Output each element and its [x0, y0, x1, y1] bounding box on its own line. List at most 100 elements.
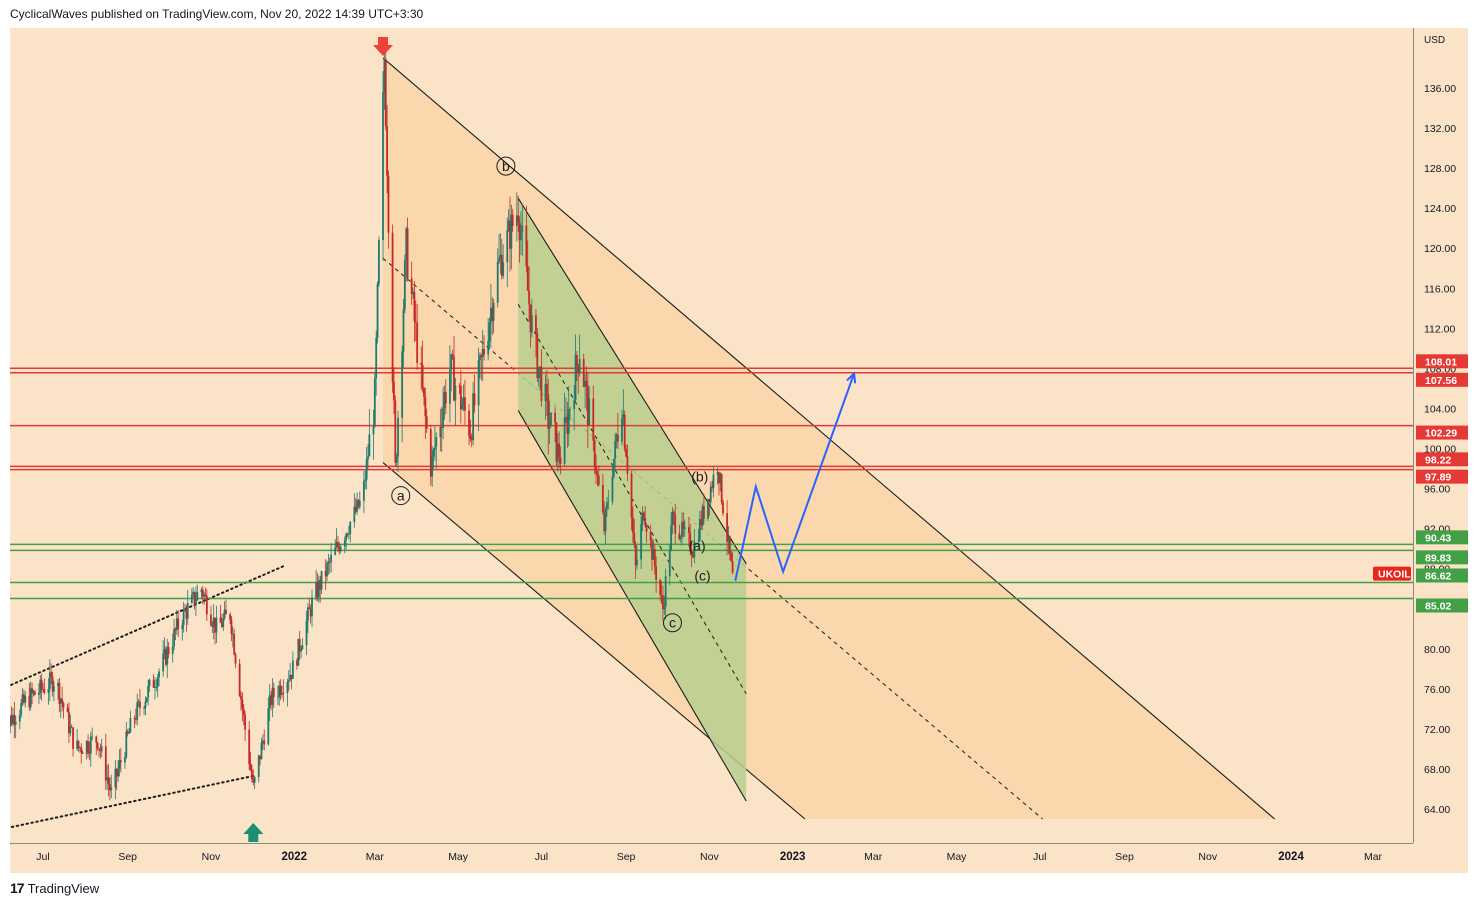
candle-body: [373, 378, 376, 427]
chart-svg[interactable]: b a c (a) (b) (c) USD 64.00 68.00 72.00 76.00 80.00…: [10, 28, 1468, 873]
candle-body: [249, 764, 252, 770]
candle-body: [429, 428, 432, 477]
candle-body: [614, 441, 617, 459]
time-tick-label: 2023: [780, 851, 806, 863]
candle-body: [215, 617, 218, 633]
price-tick-label: 120.00: [1424, 243, 1456, 255]
candle-body: [526, 266, 529, 291]
candle-body: [110, 787, 113, 791]
candle-body: [672, 511, 675, 516]
candle-body: [326, 563, 328, 577]
candle-body: [244, 714, 246, 730]
candle-body: [126, 731, 129, 734]
candle-body: [158, 671, 160, 678]
candle-body: [164, 648, 167, 665]
candle-body: [210, 614, 212, 626]
candle-body: [644, 518, 647, 526]
price-tick-label: 76.00: [1424, 684, 1450, 696]
candle-body: [577, 365, 580, 373]
level-label-badge: [1416, 469, 1468, 484]
candle-body: [469, 435, 472, 439]
candle-body: [682, 521, 685, 530]
candle-body: [592, 398, 595, 441]
time-axis-background: [10, 844, 1468, 873]
candle-body: [214, 617, 216, 633]
candle-body: [195, 600, 197, 605]
candle-body: [481, 348, 484, 358]
candle-body: [251, 769, 253, 780]
candle-body: [709, 486, 712, 503]
candle-body: [604, 509, 607, 532]
candle-body: [31, 688, 33, 694]
candle-body: [308, 607, 311, 610]
candle-body: [91, 736, 94, 738]
candle-body: [488, 322, 491, 341]
footer-brand[interactable]: TradingView: [27, 880, 100, 896]
candle-body: [353, 506, 356, 523]
candle-body: [68, 711, 70, 734]
publish-header: CyclicalWaves published on TradingView.c…: [10, 7, 424, 21]
candle-body: [387, 175, 390, 233]
candle-body: [76, 740, 79, 749]
candle-body: [167, 647, 170, 654]
candle-body: [69, 726, 72, 734]
candle-body: [268, 695, 271, 709]
candle-body: [540, 366, 543, 401]
candle-body: [383, 59, 386, 93]
candle-body: [296, 660, 298, 666]
candle-body: [88, 752, 91, 754]
candle-body: [402, 309, 405, 352]
candle-body: [425, 416, 428, 429]
candle-body: [712, 474, 715, 489]
candle-body: [107, 777, 110, 784]
footer: 17 TradingView: [10, 880, 99, 896]
candle-body: [631, 517, 634, 533]
candle-body: [346, 533, 349, 535]
candle-body: [670, 525, 673, 551]
candle-body: [511, 214, 514, 226]
candle-body: [423, 387, 425, 397]
candle-body: [662, 595, 664, 610]
candle-body: [51, 676, 54, 692]
time-tick-label: Jul: [535, 851, 548, 863]
candle-body: [21, 694, 24, 703]
candle-body: [316, 582, 319, 598]
candle-body: [692, 555, 694, 558]
candle-body: [510, 214, 513, 249]
candle-body: [301, 645, 304, 650]
candle-body: [535, 315, 537, 334]
price-tick-label: 104.00: [1424, 403, 1456, 415]
candle-body: [515, 215, 518, 226]
candle-body: [435, 437, 438, 447]
candle-body: [70, 726, 73, 728]
candle-body: [376, 283, 379, 338]
candle-body: [601, 484, 604, 513]
candle-body: [182, 609, 185, 626]
candle-body: [148, 679, 151, 686]
price-chart[interactable]: b a c (a) (b) (c) USD 64.00 68.00 72.00 76.00 80.00…: [10, 28, 1468, 873]
candle-body: [62, 703, 65, 708]
candle-body: [270, 695, 272, 705]
candle-body: [442, 408, 444, 429]
candle-body: [287, 680, 290, 682]
time-tick-label: Jul: [36, 851, 49, 863]
level-label-badge: [1416, 372, 1468, 387]
price-tick-label: 136.00: [1424, 83, 1456, 95]
candle-body: [576, 355, 578, 366]
candle-body: [653, 548, 656, 567]
candle-body: [118, 760, 121, 770]
candle-body: [356, 499, 358, 512]
candle-body: [281, 693, 283, 695]
candle-body: [81, 752, 84, 754]
green-channel-lower-line: [517, 410, 747, 802]
candle-body: [222, 618, 225, 628]
level-label-text: 86.62: [1425, 570, 1451, 582]
candle-body: [651, 540, 653, 560]
candle-body: [162, 653, 165, 672]
candle-body: [85, 741, 88, 754]
candle-body: [386, 126, 389, 176]
level-label-badge: [1416, 550, 1468, 565]
level-label-text: 102.29: [1425, 428, 1457, 440]
candle-body: [623, 414, 626, 449]
candle-body: [621, 418, 623, 442]
